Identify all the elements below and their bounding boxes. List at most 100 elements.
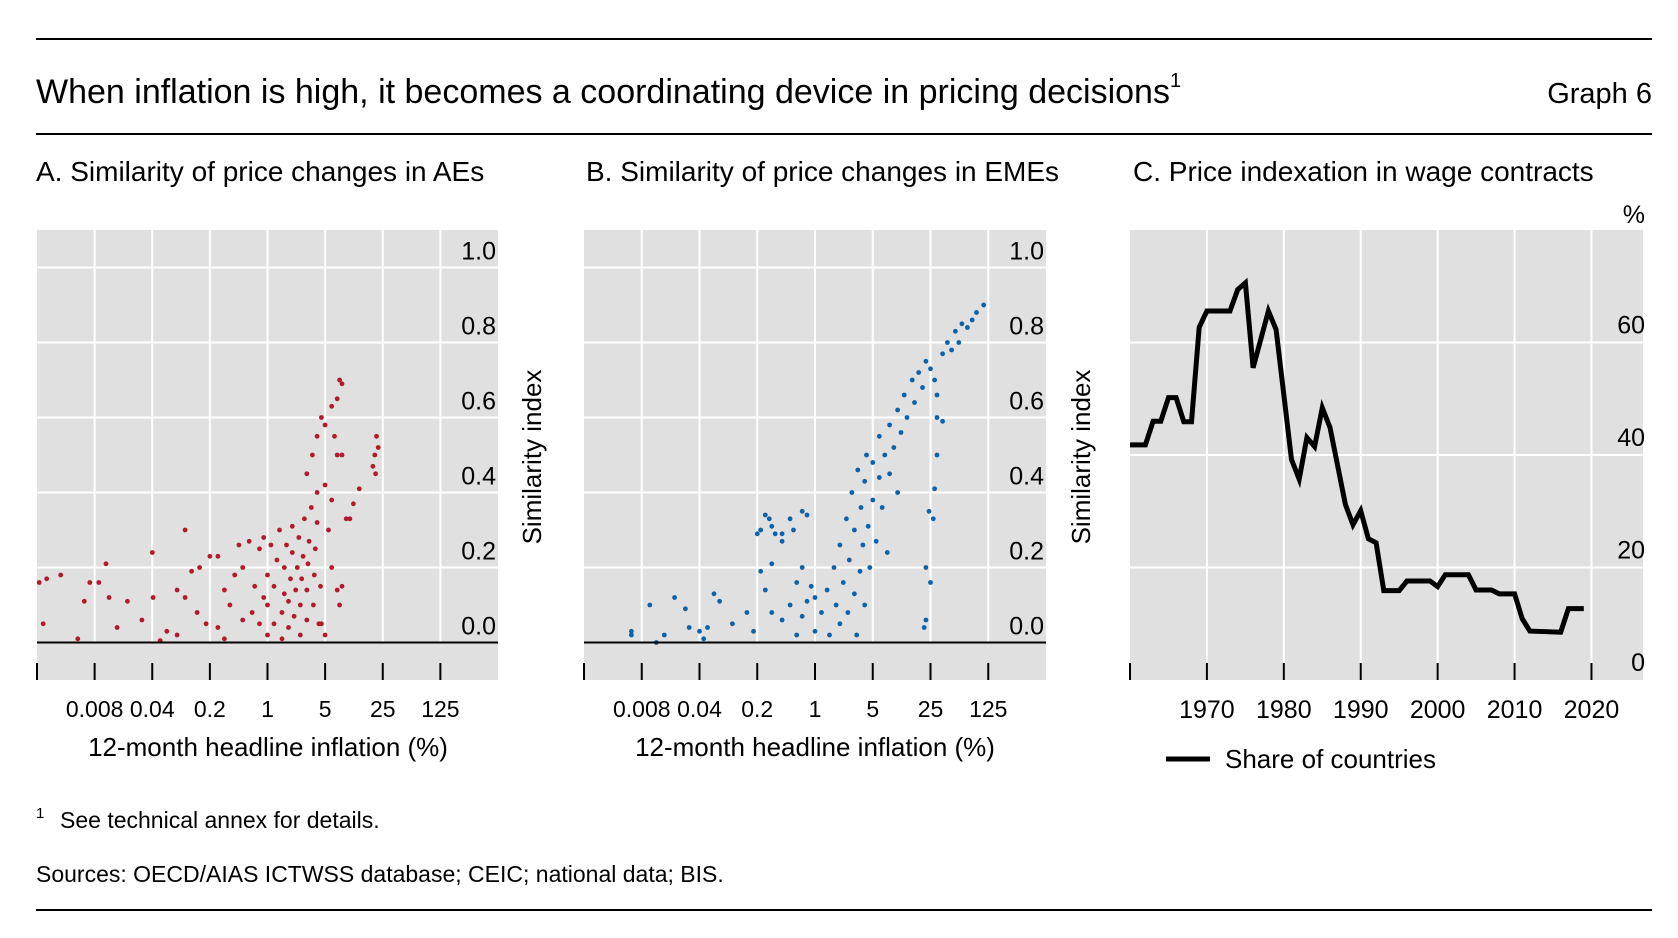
data-point xyxy=(299,576,305,582)
data-point xyxy=(81,598,87,604)
panel-c-title: C. Price indexation in wage contracts xyxy=(1133,156,1594,187)
data-point xyxy=(855,467,861,473)
data-point xyxy=(926,508,932,514)
data-point xyxy=(862,478,868,484)
data-point xyxy=(862,602,868,608)
data-point xyxy=(870,497,876,503)
data-point xyxy=(329,403,335,409)
data-point xyxy=(711,591,717,597)
data-point xyxy=(289,550,295,555)
data-point xyxy=(322,482,328,488)
data-point xyxy=(314,520,320,525)
data-point xyxy=(629,632,634,638)
data-point xyxy=(373,471,378,477)
data-point xyxy=(766,516,772,522)
data-point xyxy=(329,565,335,570)
panel-b-x-axis-label: 12-month headline inflation (%) xyxy=(635,732,995,762)
x-tick-label: 0.008 xyxy=(613,696,671,722)
data-point xyxy=(291,613,297,619)
title-footnote-marker: 1 xyxy=(1170,70,1181,92)
data-point xyxy=(891,445,897,450)
footnote-text: See technical annex for details. xyxy=(60,807,380,833)
data-point xyxy=(779,538,785,544)
data-point xyxy=(339,583,345,589)
panel-c-y-unit: % xyxy=(1623,201,1645,229)
data-point xyxy=(265,572,270,578)
data-point xyxy=(375,445,381,450)
x-tick-label: 125 xyxy=(969,696,1007,722)
x-tick-label: 0.04 xyxy=(677,696,722,722)
data-point xyxy=(103,561,109,567)
data-point xyxy=(945,340,950,345)
data-point xyxy=(865,523,871,529)
data-point xyxy=(974,310,979,315)
data-point xyxy=(953,328,958,334)
data-point xyxy=(125,598,130,604)
data-point xyxy=(932,377,937,383)
data-point xyxy=(300,553,306,559)
data-point xyxy=(304,587,310,593)
y-tick-label: 0.0 xyxy=(461,613,496,641)
graph-title: When inflation is high, it becomes a coo… xyxy=(36,70,1181,111)
data-point xyxy=(920,385,925,390)
footnote-marker: 1 xyxy=(36,805,44,822)
x-tick-label: 1 xyxy=(261,696,274,722)
data-point xyxy=(956,340,962,345)
y-tick-label: 0.6 xyxy=(1009,388,1044,416)
data-point xyxy=(799,565,805,570)
data-point xyxy=(879,505,885,510)
data-point xyxy=(310,452,315,458)
data-point xyxy=(114,625,120,630)
data-point xyxy=(882,452,888,458)
data-point xyxy=(965,325,970,330)
data-point xyxy=(207,553,213,559)
y-tick-label: 60 xyxy=(1617,312,1645,340)
data-point xyxy=(854,632,860,638)
data-point xyxy=(277,527,282,533)
data-point xyxy=(372,452,378,458)
panel-a-x-axis-label: 12-month headline inflation (%) xyxy=(88,732,448,762)
data-point xyxy=(940,351,945,357)
data-point xyxy=(326,527,331,533)
data-point xyxy=(337,377,342,383)
data-point xyxy=(762,512,768,518)
data-point xyxy=(812,628,818,634)
data-point xyxy=(339,381,345,387)
panel-a-title: A. Similarity of price changes in AEs xyxy=(36,156,484,187)
data-point xyxy=(203,621,209,627)
data-point xyxy=(87,580,93,585)
data-point xyxy=(887,471,892,477)
data-point xyxy=(339,452,345,458)
sources-note: Sources: OECD/AIAS ICTWSS database; CEIC… xyxy=(36,861,724,887)
data-point xyxy=(852,591,857,597)
data-point xyxy=(311,602,316,608)
data-point xyxy=(867,565,873,570)
data-point xyxy=(864,452,869,458)
data-point xyxy=(294,565,300,570)
panel-a-scatter: 0.008 0.04 0.2 1 5 25 125 0.0 0.2 0.4 0.6 0.8 1.0 xyxy=(36,230,498,722)
data-point xyxy=(174,632,180,638)
data-point xyxy=(44,576,50,582)
x-tick-label: 2000 xyxy=(1410,696,1466,724)
y-tick-label: 0.6 xyxy=(461,388,496,416)
data-point xyxy=(701,636,707,642)
x-tick-label: 1990 xyxy=(1333,696,1389,724)
data-point xyxy=(337,602,342,608)
data-point xyxy=(351,501,356,507)
x-tick-label: 1980 xyxy=(1256,696,1312,724)
x-tick-label: 0.2 xyxy=(741,696,773,722)
data-point xyxy=(932,486,937,492)
data-point xyxy=(661,632,667,638)
data-point xyxy=(322,632,328,638)
graph-number: Graph 6 xyxy=(1547,78,1652,110)
data-point xyxy=(697,628,702,634)
panel-c-legend: Share of countries xyxy=(1166,744,1436,774)
data-point xyxy=(751,628,756,634)
data-point xyxy=(794,580,800,585)
data-point xyxy=(779,617,785,623)
x-tick-label: 2010 xyxy=(1487,696,1543,724)
y-tick-label: 0.2 xyxy=(461,538,496,566)
data-point xyxy=(96,580,102,585)
y-tick-label: 20 xyxy=(1617,537,1645,565)
data-point xyxy=(876,475,882,480)
